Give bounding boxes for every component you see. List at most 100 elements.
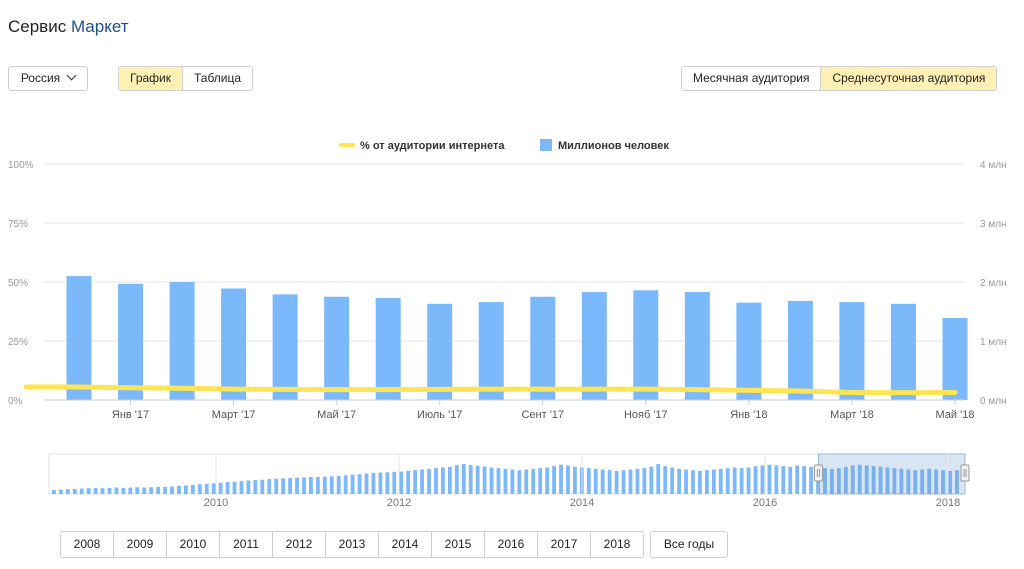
navigator-bar: [955, 470, 959, 494]
navigator-bar: [663, 466, 668, 494]
navigator-bar: [413, 470, 418, 494]
navigator-bar: [197, 484, 202, 494]
year-button-2016[interactable]: 2016: [485, 532, 538, 557]
navigator-year-label: 2010: [204, 497, 228, 509]
bar[interactable]: [272, 294, 298, 400]
navigator-bar: [635, 468, 640, 494]
navigator-bar: [649, 466, 654, 494]
navigator-bar: [732, 467, 737, 494]
year-selector: 2008 2009 2010 2011 2012 2013 2014 2015 2016 2017…: [60, 531, 644, 558]
navigator-bar: [843, 466, 848, 494]
year-button-2015[interactable]: 2015: [432, 532, 485, 557]
bar[interactable]: [324, 296, 350, 400]
bar[interactable]: [66, 276, 92, 400]
chevron-down-icon: [66, 70, 77, 81]
navigator-bar: [746, 467, 751, 494]
navigator-bar: [177, 485, 181, 494]
navigator-bar: [517, 470, 522, 494]
bar[interactable]: [890, 303, 916, 400]
navigator-bar: [559, 464, 563, 494]
year-button-2008[interactable]: 2008: [61, 532, 114, 557]
navigator-bar: [531, 468, 536, 494]
bar[interactable]: [736, 302, 762, 400]
navigator-bar: [586, 468, 591, 494]
navigator-bar: [670, 467, 675, 494]
x-tick-label: Март '18: [830, 409, 874, 421]
year-button-2013[interactable]: 2013: [326, 532, 379, 557]
tab-table[interactable]: Таблица: [183, 67, 253, 90]
tab-monthly-audience[interactable]: Месячная аудитория: [682, 67, 822, 90]
navigator-bar: [698, 470, 702, 494]
x-tick-label: Май '17: [317, 409, 356, 421]
x-tick-label: Март '17: [212, 409, 256, 421]
navigator-bar: [864, 465, 869, 494]
navigator-bar: [614, 470, 619, 494]
bar[interactable]: [375, 297, 401, 400]
navigator-bar: [281, 478, 286, 494]
bar[interactable]: [581, 292, 607, 400]
navigator-bar: [941, 470, 945, 494]
navigator-bar: [371, 472, 376, 494]
navigator-selection[interactable]: [817, 453, 966, 495]
year-button-2018[interactable]: 2018: [603, 537, 631, 551]
year-button-2017[interactable]: 2017: [538, 532, 591, 557]
navigator-year-label: 2018: [936, 497, 960, 509]
navigator-bar: [52, 489, 56, 494]
bar[interactable]: [839, 302, 865, 400]
bar[interactable]: [787, 300, 813, 400]
y-right-tick-label: 3 млн: [980, 219, 1007, 230]
navigator-bar: [385, 472, 390, 494]
navigator-bar: [93, 487, 98, 494]
navigator-bar: [718, 468, 723, 494]
navigator-bar: [142, 487, 147, 494]
navigator-bar: [885, 467, 890, 494]
y-right-tick-label: 2 млн: [980, 278, 1007, 289]
bar[interactable]: [942, 317, 968, 400]
view-toggle: График Таблица: [118, 66, 254, 91]
region-select[interactable]: Россия: [8, 66, 88, 91]
navigator-bar: [364, 473, 369, 494]
year-button-2011[interactable]: 2011: [220, 532, 273, 557]
navigator-bar: [79, 488, 84, 494]
bar[interactable]: [530, 296, 556, 400]
navigator-bar: [170, 486, 174, 494]
legend-line-label: % от аудитории интернета: [360, 140, 505, 152]
y-left-tick-label: 75%: [8, 219, 28, 230]
tab-graph[interactable]: График: [119, 67, 183, 90]
navigator-bar: [899, 468, 904, 494]
navigator-bar: [72, 488, 77, 494]
bar[interactable]: [478, 302, 504, 400]
region-select-value: Россия: [20, 71, 61, 85]
year-button-2009[interactable]: 2009: [114, 532, 167, 557]
navigator-bar: [378, 472, 383, 494]
title-prefix: Сервис: [8, 17, 67, 36]
line-series[interactable]: [23, 384, 958, 396]
navigator-bar: [461, 464, 466, 494]
y-left-tick-label: 50%: [8, 278, 28, 289]
year-button-2012[interactable]: 2012: [273, 532, 326, 557]
bar[interactable]: [118, 283, 144, 400]
y-right-tick-label: 1 млн: [980, 337, 1007, 348]
navigator-bar: [809, 466, 813, 494]
navigator-bar: [239, 481, 244, 494]
year-button-2014[interactable]: 2014: [379, 532, 432, 557]
tab-daily-audience[interactable]: Среднесуточная аудитория: [821, 67, 997, 90]
navigator-bar: [621, 470, 626, 494]
navigator-bar: [329, 476, 334, 494]
all-years-button[interactable]: Все годы: [650, 531, 728, 558]
x-tick-label: Сент '17: [521, 409, 564, 421]
bar[interactable]: [684, 292, 710, 400]
navigator-bar: [552, 466, 556, 494]
bar[interactable]: [169, 282, 195, 400]
navigator-bar: [156, 486, 161, 494]
navigator-bar: [225, 482, 230, 494]
bar[interactable]: [633, 290, 659, 400]
navigator-handle[interactable]: [813, 464, 823, 482]
navigator-bar: [58, 489, 63, 494]
bar[interactable]: [427, 303, 453, 400]
year-button-2010[interactable]: 2010: [167, 532, 220, 557]
bar[interactable]: [221, 288, 247, 400]
navigator-year-label: 2014: [570, 497, 594, 509]
navigator-handle[interactable]: [960, 464, 970, 482]
y-left-tick-label: 0%: [8, 396, 23, 407]
